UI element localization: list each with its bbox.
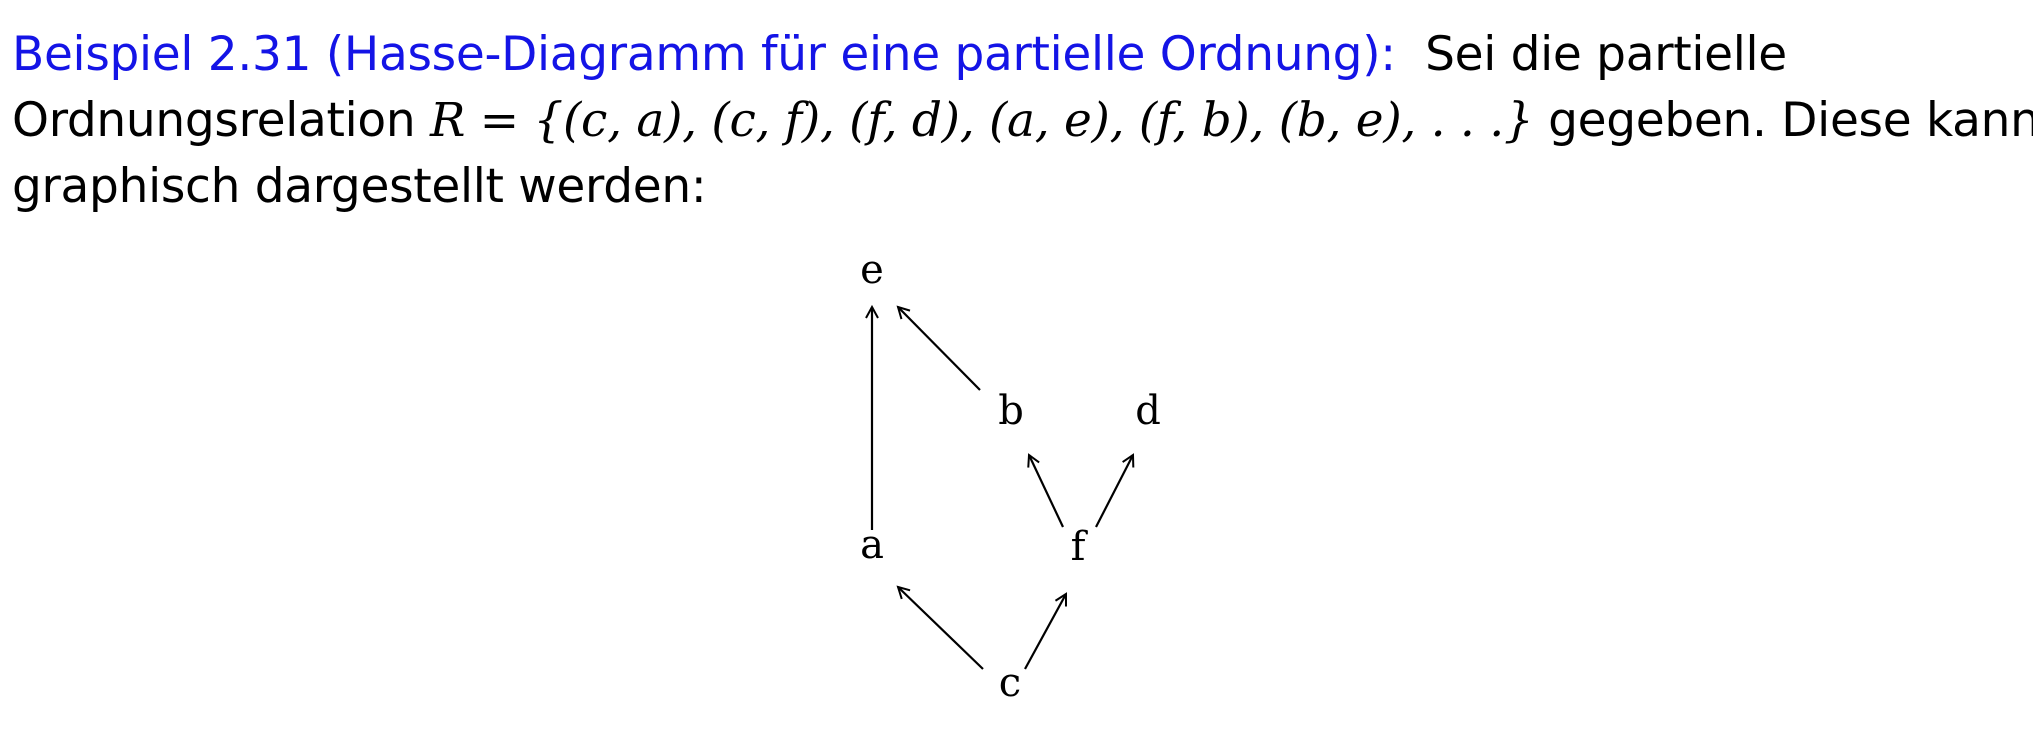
example-paragraph: Beispiel 2.31 (Hasse-Diagramm für eine p… bbox=[12, 22, 2033, 220]
node-f: f bbox=[1071, 524, 1089, 570]
edge-b-to-e bbox=[896, 305, 981, 391]
edge-c-to-f bbox=[1024, 592, 1068, 670]
node-b: b bbox=[998, 388, 1024, 434]
graphic-intro: graphisch dargestellt werden: bbox=[12, 159, 707, 214]
edge-f-to-d bbox=[1095, 453, 1135, 528]
edge-f-to-b bbox=[1027, 453, 1064, 528]
node-e: e bbox=[860, 247, 884, 293]
diagram-edges bbox=[865, 304, 1135, 670]
node-c: c bbox=[999, 660, 1021, 706]
relation-intro: Ordnungsrelation bbox=[12, 93, 416, 148]
intro-text: Sei die partielle bbox=[1425, 27, 1787, 82]
paragraph-line-2: Ordnungsrelation R = {(c, a), (c, f), (f… bbox=[12, 88, 2033, 154]
relation-symbol: R bbox=[429, 93, 466, 148]
example-heading: Beispiel 2.31 (Hasse-Diagramm für eine p… bbox=[12, 27, 1396, 82]
equals-sign: = bbox=[479, 93, 519, 148]
diagram-nodes: e b d a f c bbox=[860, 247, 1161, 706]
relation-outro: gegeben. Diese kann bbox=[1548, 93, 2033, 148]
node-d: d bbox=[1135, 388, 1161, 434]
node-a: a bbox=[860, 522, 884, 568]
paragraph-line-3: graphisch dargestellt werden: bbox=[12, 154, 2022, 220]
edge-c-to-a bbox=[896, 585, 984, 670]
paragraph-line-1: Beispiel 2.31 (Hasse-Diagramm für eine p… bbox=[12, 22, 2022, 88]
relation-set: {(c, a), (c, f), (f, d), (a, e), (f, b),… bbox=[533, 93, 1534, 148]
